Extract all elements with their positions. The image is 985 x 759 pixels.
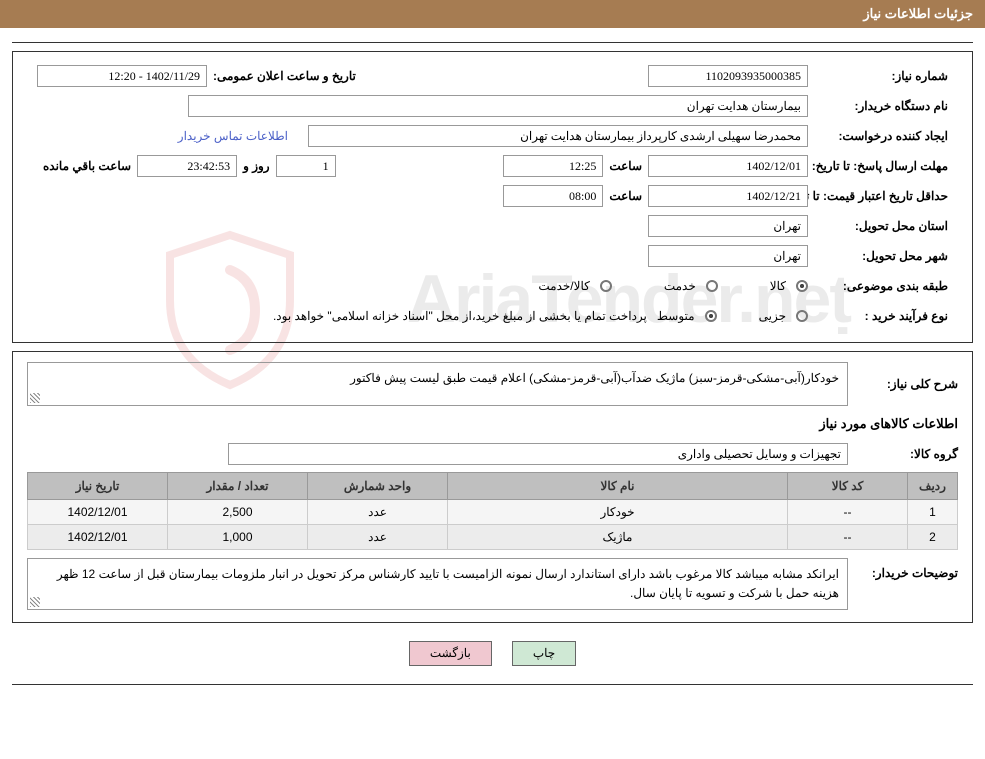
group-label: گروه کالا: (848, 447, 958, 461)
announce-label: تاریخ و ساعت اعلان عمومی: (213, 69, 356, 83)
radio-service[interactable] (706, 280, 718, 292)
page-title: جزئیات اطلاعات نیاز (863, 6, 973, 21)
need-no-label: شماره نیاز: (808, 69, 948, 83)
cell-date: 1402/12/01 (28, 525, 168, 550)
back-button[interactable]: بازگشت (409, 641, 492, 666)
days-and-label: روز و (243, 159, 270, 173)
cell-row: 1 (908, 500, 958, 525)
time-label-1: ساعت (609, 159, 642, 173)
requester-label: ایجاد کننده درخواست: (808, 129, 948, 143)
time-label-2: ساعت (609, 189, 642, 203)
desc-text: خودکار(آبی-مشکی-قرمز-سبز) ماژیک ضدآب(آبی… (350, 371, 839, 385)
divider-bottom (12, 684, 973, 685)
resize-handle-icon[interactable] (30, 597, 40, 607)
deadline-date-field: 1402/12/01 (648, 155, 808, 177)
radio-both-label: کالا/خدمت (538, 279, 589, 293)
desc-label: شرح کلی نیاز: (848, 377, 958, 391)
cell-row: 2 (908, 525, 958, 550)
cell-name: خودکار (448, 500, 788, 525)
radio-service-label: خدمت (664, 279, 696, 293)
buyer-notes-text: ایرانکد مشابه میباشد کالا مرغوب باشد دار… (57, 567, 839, 600)
price-valid-label: حداقل تاریخ اعتبار قیمت: تا تاریخ: (808, 189, 948, 203)
page-title-bar: جزئیات اطلاعات نیاز (0, 0, 985, 28)
desc-textarea[interactable]: خودکار(آبی-مشکی-قرمز-سبز) ماژیک ضدآب(آبی… (27, 362, 848, 406)
cell-date: 1402/12/01 (28, 500, 168, 525)
hours-remain-field: 23:42:53 (137, 155, 237, 177)
group-field: تجهیزات و وسایل تحصیلی واداری (228, 443, 848, 465)
radio-small-label: جزیی (759, 309, 786, 323)
radio-goods-label: کالا (770, 279, 786, 293)
th-row: ردیف (908, 473, 958, 500)
cell-code: -- (788, 525, 908, 550)
buyer-org-field: بیمارستان هدایت تهران (188, 95, 808, 117)
purchase-note: پرداخت تمام یا بخشی از مبلغ خرید،از محل … (273, 309, 647, 323)
buyer-contact-link[interactable]: اطلاعات تماس خریدار (178, 129, 288, 143)
city-label: شهر محل تحویل: (808, 249, 948, 263)
divider-top (12, 42, 973, 43)
price-valid-date-field: 1402/12/21 (648, 185, 808, 207)
purchase-type-radio-group: جزیی متوسط (657, 309, 808, 323)
radio-goods[interactable] (796, 280, 808, 292)
purchase-type-label: نوع فرآیند خرید : (808, 309, 948, 323)
buyer-notes-textarea[interactable]: ایرانکد مشابه میباشد کالا مرغوب باشد دار… (27, 558, 848, 610)
cell-code: -- (788, 500, 908, 525)
cell-qty: 1,000 (168, 525, 308, 550)
radio-medium-label: متوسط (657, 309, 695, 323)
buyer-org-label: نام دستگاه خریدار: (808, 99, 948, 113)
th-qty: تعداد / مقدار (168, 473, 308, 500)
category-radio-group: کالا خدمت کالا/خدمت (538, 279, 808, 293)
cell-name: ماژیک (448, 525, 788, 550)
province-label: استان محل تحویل: (808, 219, 948, 233)
need-no-field: 1102093935000385 (648, 65, 808, 87)
days-remain-field: 1 (276, 155, 336, 177)
print-button[interactable]: چاپ (512, 641, 576, 666)
buyer-notes-label: توضیحات خریدار: (848, 558, 958, 580)
deadline-label: مهلت ارسال پاسخ: تا تاریخ: (808, 159, 948, 173)
category-label: طبقه بندی موضوعی: (808, 279, 948, 293)
th-name: نام کالا (448, 473, 788, 500)
cell-qty: 2,500 (168, 500, 308, 525)
deadline-time-field: 12:25 (503, 155, 603, 177)
city-field: تهران (648, 245, 808, 267)
requester-field: محمدرضا سهیلی ارشدی کارپرداز بیمارستان ه… (308, 125, 808, 147)
resize-handle-icon[interactable] (30, 393, 40, 403)
button-row: چاپ بازگشت (0, 641, 985, 666)
th-unit: واحد شمارش (308, 473, 448, 500)
form-container: شماره نیاز: 1102093935000385 تاریخ و ساع… (12, 51, 973, 343)
cell-unit: عدد (308, 525, 448, 550)
price-valid-time-field: 08:00 (503, 185, 603, 207)
th-code: کد کالا (788, 473, 908, 500)
items-table: ردیف کد کالا نام کالا واحد شمارش تعداد /… (27, 472, 958, 550)
details-container: شرح کلی نیاز: خودکار(آبی-مشکی-قرمز-سبز) … (12, 351, 973, 623)
th-date: تاریخ نیاز (28, 473, 168, 500)
announce-field: 1402/11/29 - 12:20 (37, 65, 207, 87)
remain-label: ساعت باقي مانده (43, 159, 131, 173)
table-row: 1 -- خودکار عدد 2,500 1402/12/01 (28, 500, 958, 525)
items-section-title: اطلاعات کالاهای مورد نیاز (27, 416, 958, 432)
radio-medium[interactable] (705, 310, 717, 322)
province-field: تهران (648, 215, 808, 237)
radio-small[interactable] (796, 310, 808, 322)
cell-unit: عدد (308, 500, 448, 525)
radio-both[interactable] (600, 280, 612, 292)
table-row: 2 -- ماژیک عدد 1,000 1402/12/01 (28, 525, 958, 550)
